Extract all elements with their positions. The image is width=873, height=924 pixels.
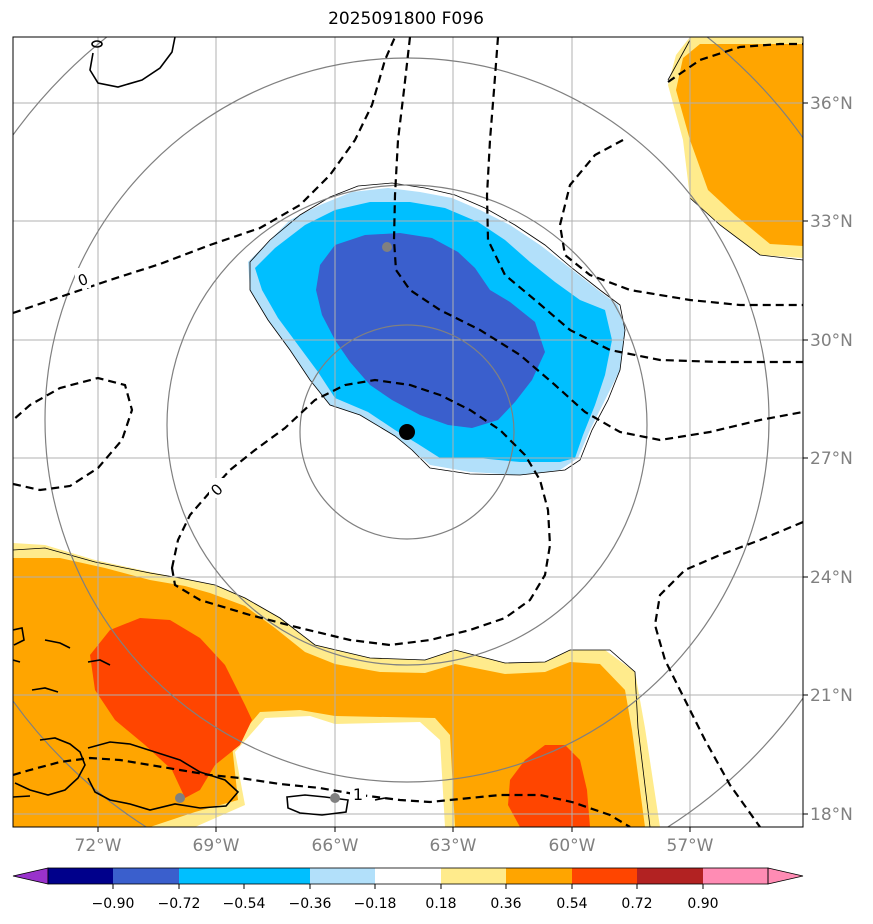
range-ring-2: [166, 184, 648, 666]
positive-anomaly-northeast: [668, 37, 803, 258]
colorbar-label: 0.36: [490, 896, 521, 912]
colorbar-extend-high: [767, 867, 804, 885]
station-marker-north: [382, 242, 392, 252]
tick-marks: [97, 102, 808, 832]
coastlines: [13, 37, 386, 816]
colorbar-bin: [703, 868, 768, 884]
map-area: 0 0 1: [13, 37, 803, 827]
lon-label: 69°W: [193, 836, 240, 856]
lat-label: 18°N: [810, 805, 853, 825]
dashed-contours: [13, 37, 803, 827]
colorbar-bin: [48, 868, 113, 884]
colorbar-bin: [375, 868, 441, 884]
colorbar-label: −0.54: [223, 896, 266, 912]
contour-label-1-south: 1: [353, 785, 363, 804]
lat-label: 24°N: [810, 568, 853, 588]
colorbar-bin: [637, 868, 703, 884]
station-marker-south: [330, 793, 340, 803]
colorbar-bin: [506, 868, 572, 884]
range-rings: [13, 37, 803, 827]
colorbar-label: −0.18: [354, 896, 397, 912]
lat-label: 36°N: [810, 94, 853, 114]
colorbar-bin: [179, 868, 244, 884]
colorbar: −0.90 −0.72 −0.54 −0.36 −0.18 0.18 0.36 …: [12, 867, 804, 912]
map-frame: [12, 36, 804, 828]
contour-labels: 0 0 1: [75, 268, 366, 804]
longitude-labels: 72°W 69°W 66°W 63°W 60°W 57°W: [75, 836, 714, 856]
lon-label: 66°W: [312, 836, 359, 856]
colorbar-bin: [310, 868, 375, 884]
lat-label: 33°N: [810, 212, 853, 232]
colorbar-bin: [113, 868, 179, 884]
gridlines: [13, 37, 803, 827]
lat-label: 27°N: [810, 449, 853, 469]
lat-label: 21°N: [810, 686, 853, 706]
colorbar-label: 0.90: [687, 896, 718, 912]
colorbar-label: 0.54: [556, 896, 587, 912]
colorbar-label: −0.36: [289, 896, 332, 912]
lon-label: 57°W: [667, 836, 714, 856]
colorbar-label: 0.18: [425, 896, 456, 912]
storm-center-marker: [399, 424, 415, 440]
colorbar-label: −0.90: [92, 896, 135, 912]
colorbar-bin: [441, 868, 506, 884]
lon-label: 60°W: [549, 836, 596, 856]
colorbar-label: 0.72: [621, 896, 652, 912]
positive-anomaly-south: [13, 543, 660, 827]
colorbar-label: −0.72: [158, 896, 201, 912]
colorbar-bin: [244, 868, 310, 884]
range-ring-3: [44, 57, 770, 783]
latitude-labels: 36°N 33°N 30°N 27°N 24°N 21°N 18°N: [810, 94, 853, 825]
lon-label: 63°W: [430, 836, 477, 856]
lat-label: 30°N: [810, 331, 853, 351]
range-ring-1: [299, 324, 515, 540]
lon-label: 72°W: [75, 836, 122, 856]
colorbar-extend-low: [12, 867, 49, 885]
map-title: 2025091800 F096: [328, 9, 484, 29]
markers: [175, 242, 415, 803]
station-marker-southwest: [175, 793, 185, 803]
colorbar-bin: [572, 868, 637, 884]
